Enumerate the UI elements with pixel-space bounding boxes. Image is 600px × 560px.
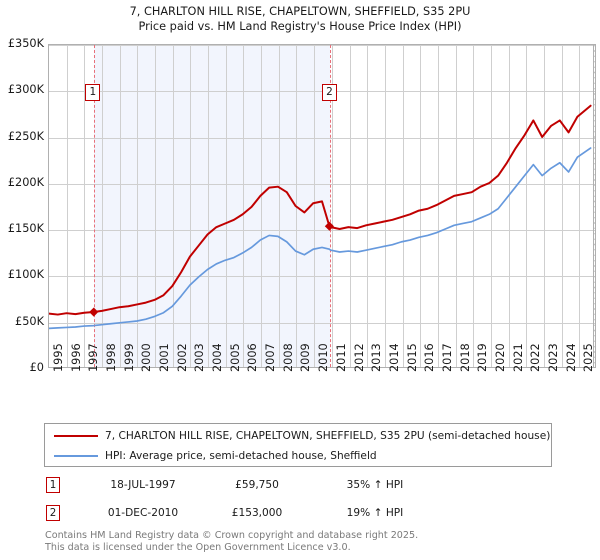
ownership-period-band (93, 45, 331, 367)
gridline-vertical (491, 45, 492, 367)
sale-point-marker-1[interactable] (89, 307, 99, 317)
gridline-vertical (173, 45, 174, 367)
gridline-vertical (120, 45, 121, 367)
gridline-vertical (526, 45, 527, 367)
gridline-vertical (473, 45, 474, 367)
gridline-vertical (350, 45, 351, 367)
transaction-hpi-delta: 35% ↑ HPI (346, 479, 404, 491)
gridline-vertical (509, 45, 510, 367)
gridline-vertical (456, 45, 457, 367)
legend-label: 7, CHARLTON HILL RISE, CHAPELTOWN, SHEFF… (105, 430, 551, 442)
transaction-index-badge: 2 (46, 505, 60, 521)
page-title: 7, CHARLTON HILL RISE, CHAPELTOWN, SHEFF… (0, 4, 600, 34)
transaction-row[interactable]: 2 01-DEC-2010 £153,000 19% ↑ HPI (44, 505, 564, 527)
gridline-horizontal (49, 276, 595, 277)
y-axis-tick-label: £50K (15, 314, 44, 328)
incomplete-data-hatch (592, 45, 595, 367)
gridline-vertical (385, 45, 386, 367)
gridline-vertical (438, 45, 439, 367)
gridline-vertical (84, 45, 85, 367)
gridline-vertical (279, 45, 280, 367)
legend-color-swatch (54, 435, 98, 438)
gridline-vertical (137, 45, 138, 367)
gridline-vertical (155, 45, 156, 367)
transaction-index-badge: 1 (46, 477, 60, 493)
y-axis-tick-label: £300K (7, 83, 44, 97)
gridline-horizontal (49, 138, 595, 139)
gridline-vertical (544, 45, 545, 367)
hpi-average-line (49, 147, 592, 330)
legend-item[interactable]: HPI: Average price, semi-detached house,… (45, 446, 551, 466)
price-series-svg (49, 104, 592, 330)
gridline-horizontal (49, 45, 595, 46)
transaction-date: 18-JUL-1997 (110, 479, 176, 491)
gridline-vertical (208, 45, 209, 367)
footer-line-1: Contains HM Land Registry data © Crown c… (45, 530, 419, 541)
transaction-date: 01-DEC-2010 (107, 507, 179, 519)
legend-color-swatch (54, 455, 98, 458)
gridline-vertical (332, 45, 333, 367)
chart-legend: 7, CHARLTON HILL RISE, CHAPELTOWN, SHEFF… (44, 423, 552, 467)
y-axis-tick-label: £0 (29, 361, 44, 374)
gridline-vertical (403, 45, 404, 367)
transaction-row[interactable]: 1 18-JUL-1997 £59,750 35% ↑ HPI (44, 477, 564, 499)
gridline-vertical (190, 45, 191, 367)
sale-point-marker-2[interactable] (324, 221, 334, 231)
gridline-vertical (102, 45, 103, 367)
gridline-horizontal (49, 184, 595, 185)
y-axis-tick-label: £150K (7, 222, 44, 236)
sale-event-badge-1[interactable]: 1 (85, 84, 101, 101)
y-axis-tick-label: £250K (7, 129, 44, 143)
gridline-vertical (226, 45, 227, 367)
y-axis-tick-label: £200K (7, 175, 44, 189)
price-paid-line (49, 104, 592, 316)
y-axis-tick-label: £350K (7, 37, 44, 50)
transaction-hpi-delta: 19% ↑ HPI (346, 507, 404, 519)
sale-event-badge-2[interactable]: 2 (321, 84, 337, 101)
gridline-vertical (314, 45, 315, 367)
legend-item[interactable]: 7, CHARLTON HILL RISE, CHAPELTOWN, SHEFF… (45, 426, 551, 446)
copyright-footer: Contains HM Land Registry data © Crown c… (45, 530, 418, 553)
transaction-price: £153,000 (231, 507, 283, 519)
legend-label: HPI: Average price, semi-detached house,… (105, 450, 377, 462)
gridline-vertical (562, 45, 563, 367)
gridline-vertical (420, 45, 421, 367)
gridline-vertical (367, 45, 368, 367)
title-line-1: 7, CHARLTON HILL RISE, CHAPELTOWN, SHEFF… (129, 5, 471, 18)
gridline-vertical (579, 45, 580, 367)
title-line-2: Price paid vs. HM Land Registry's House … (138, 20, 462, 33)
footer-line-2: This data is licensed under the Open Gov… (45, 541, 351, 553)
gridline-vertical (261, 45, 262, 367)
gridline-horizontal (49, 323, 595, 324)
gridline-vertical (67, 45, 68, 367)
gridline-vertical (243, 45, 244, 367)
transaction-price: £59,750 (235, 479, 279, 491)
sale-event-line-1 (93, 45, 95, 367)
gridline-horizontal (49, 230, 595, 231)
sale-event-line-2 (330, 45, 332, 367)
y-axis-tick-label: £100K (7, 268, 44, 282)
